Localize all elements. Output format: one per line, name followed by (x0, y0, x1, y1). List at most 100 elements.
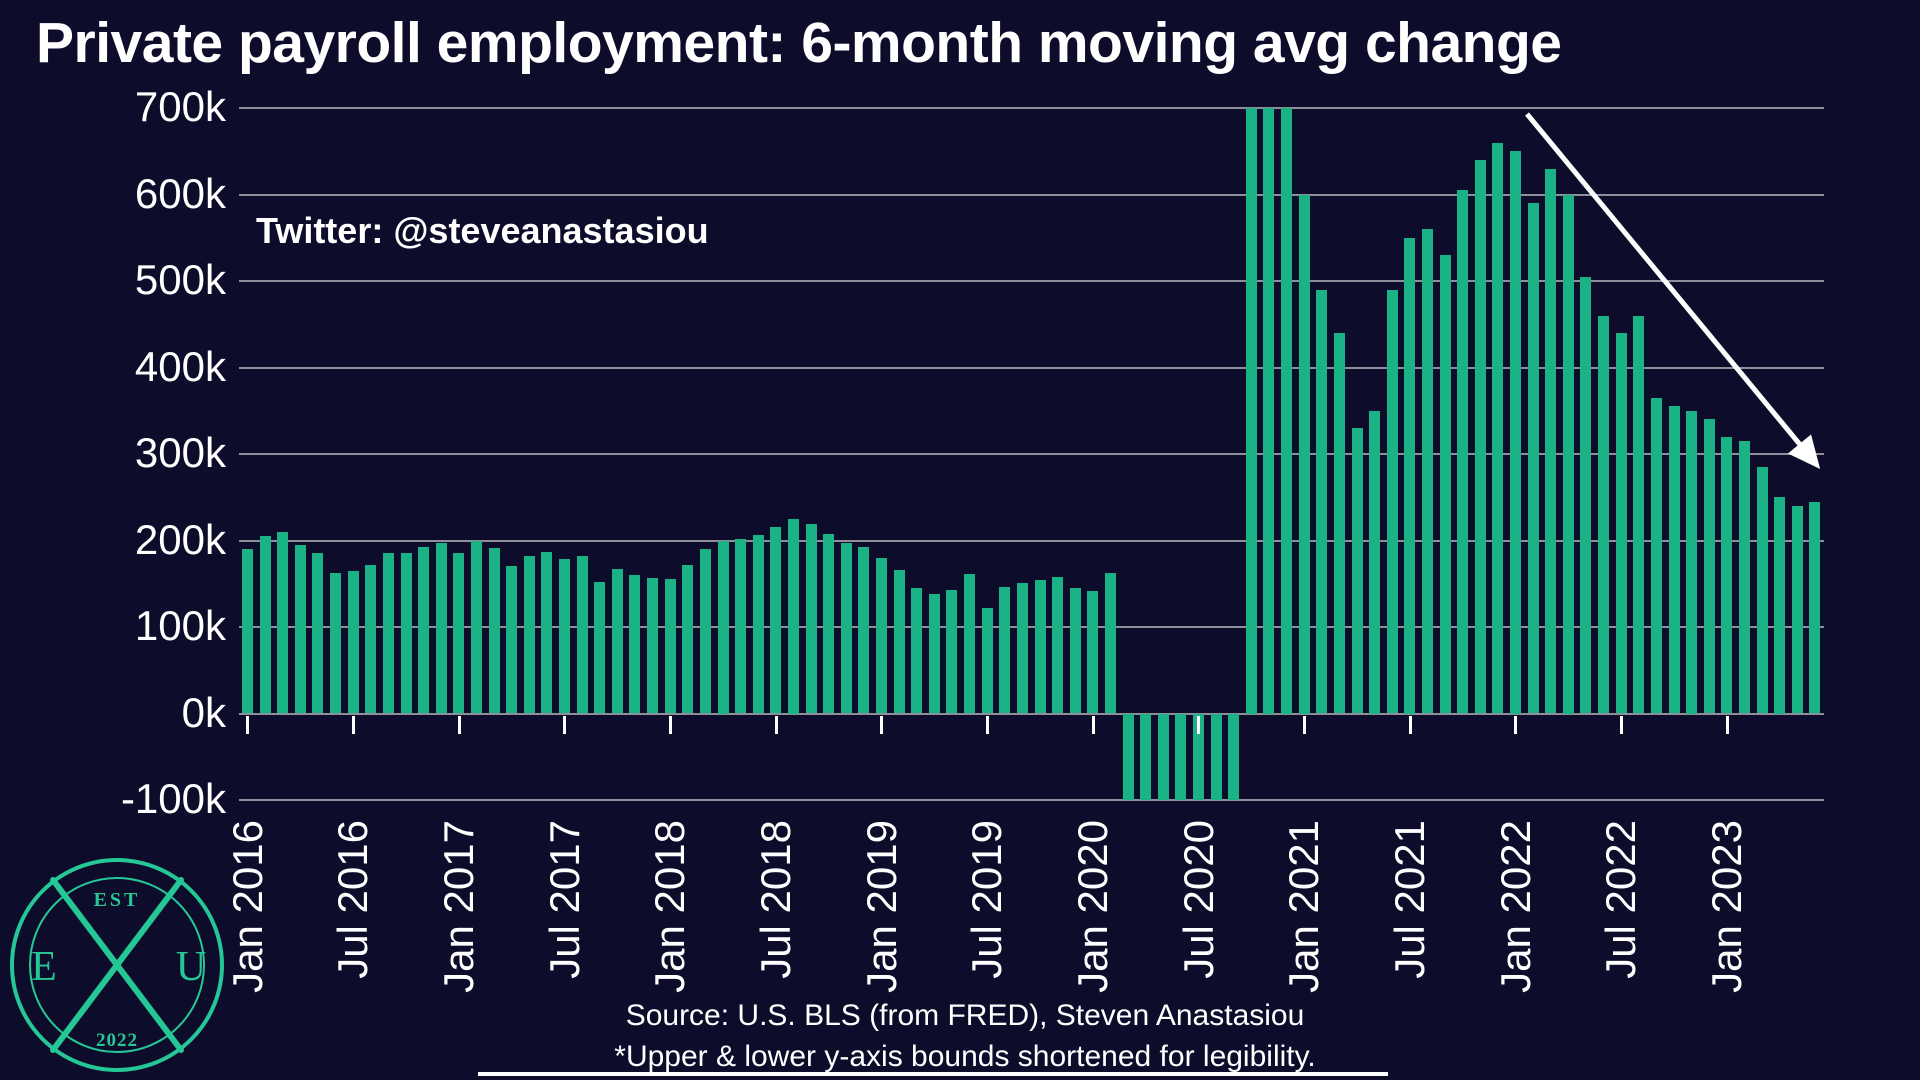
bar-apr-2019 (928, 594, 940, 714)
x-axis-label-text: Jan 2020 (1069, 820, 1117, 993)
bar-jul-2017 (559, 558, 570, 714)
bar-mar-2022 (1545, 168, 1557, 714)
bar-jul-2021 (1404, 237, 1416, 714)
x-axis-label-text: Jan 2018 (646, 820, 694, 993)
x-axis-tick-jan-2019 (880, 715, 884, 734)
bar-dec-2022 (1703, 419, 1715, 714)
bar-feb-2020 (1104, 572, 1116, 714)
x-axis-tick-jul-2018 (774, 715, 778, 734)
bar-apr-2022 (1562, 194, 1574, 714)
bar-jul-2018 (770, 526, 782, 714)
bar-feb-2023 (1738, 441, 1750, 714)
bar-mar-2020 (1122, 713, 1134, 800)
x-axis-label-text: Jan 2019 (857, 820, 905, 993)
bar-oct-2019 (1034, 580, 1046, 714)
bar-dec-2021 (1492, 142, 1504, 714)
bar-feb-2021 (1316, 289, 1328, 714)
bar-jun-2020 (1175, 713, 1187, 800)
x-axis-label-text: Jul 2020 (1174, 820, 1222, 979)
bar-jun-2022 (1598, 315, 1610, 714)
bar-sep-2020 (1228, 713, 1240, 800)
gridline--100k (239, 799, 1824, 801)
bar-aug-2020 (1210, 713, 1222, 800)
bar-apr-2020 (1140, 713, 1152, 800)
bar-jan-2020 (1087, 590, 1099, 714)
y-axis-label-400k: 400k (134, 342, 226, 390)
bar-dec-2016 (435, 543, 447, 714)
logo-letter-u: U (176, 944, 206, 990)
bar-feb-2019 (893, 569, 905, 714)
source-attribution: Source: U.S. BLS (from FRED), Steven Ana… (625, 999, 1305, 1032)
bar-oct-2017 (611, 569, 623, 714)
bar-apr-2016 (294, 544, 306, 714)
bar-nov-2017 (629, 575, 641, 714)
y-axis-label--100k: -100k (120, 775, 226, 823)
bar-nov-2019 (1052, 576, 1064, 714)
bar-may-2021 (1369, 410, 1381, 714)
x-axis-tick-jan-2023 (1725, 715, 1729, 734)
logo-outer-ring (10, 858, 224, 1072)
x-axis-label-jan-2023: Jan 2023 (1701, 820, 1753, 1035)
y-axis-label-500k: 500k (134, 256, 226, 304)
gridline-600k (239, 193, 1824, 196)
bar-aug-2021 (1421, 229, 1433, 714)
bar-may-2016 (312, 553, 324, 714)
bar-jan-2017 (453, 552, 465, 714)
bar-sep-2019 (1016, 582, 1028, 714)
bar-apr-2021 (1351, 428, 1363, 714)
x-axis-tick-jan-2016 (246, 715, 250, 734)
bar-nov-2020 (1263, 108, 1275, 714)
bar-jun-2018 (752, 535, 764, 714)
eu-est-2022-logo: EST E U 2022 (10, 858, 224, 1072)
bar-dec-2019 (1069, 588, 1081, 714)
bar-may-2023 (1791, 505, 1803, 714)
x-axis-tick-jul-2021 (1408, 715, 1412, 734)
bar-jan-2018 (664, 579, 676, 714)
bar-oct-2021 (1457, 190, 1469, 714)
bar-nov-2021 (1474, 159, 1486, 714)
bar-apr-2018 (717, 540, 729, 714)
gridline-100k (239, 626, 1824, 628)
y-axis-label-300k: 300k (134, 429, 226, 477)
bar-oct-2018 (823, 533, 835, 714)
x-axis-tick-jan-2018 (668, 715, 672, 734)
bar-jul-2020 (1193, 713, 1204, 800)
bar-sep-2022 (1650, 397, 1662, 714)
bar-nov-2018 (840, 543, 852, 714)
bar-may-2018 (735, 538, 747, 714)
bar-aug-2016 (365, 564, 377, 714)
x-axis-tick-jul-2017 (563, 715, 567, 734)
y-axis-label-700k: 700k (134, 83, 226, 131)
bar-jun-2016 (330, 572, 342, 714)
axis-bounds-note: *Upper & lower y-axis bounds shortened f… (614, 1040, 1316, 1073)
bar-oct-2016 (400, 552, 412, 714)
bar-jan-2021 (1298, 194, 1310, 714)
x-axis-label-jan-2022: Jan 2022 (1490, 820, 1542, 1035)
bar-mar-2021 (1333, 332, 1345, 714)
bar-dec-2020 (1281, 108, 1293, 714)
x-axis-label-jan-2016: Jan 2016 (222, 820, 274, 1035)
gridline-700k (239, 107, 1824, 109)
bar-jan-2019 (876, 557, 887, 714)
bar-jun-2019 (964, 574, 976, 714)
bar-jan-2022 (1510, 151, 1521, 714)
y-axis-label-100k: 100k (134, 602, 226, 650)
logo-est-text: EST (94, 889, 141, 911)
logo-x-stroke-2 (50, 877, 184, 1053)
bar-jun-2021 (1386, 289, 1398, 714)
bar-aug-2019 (999, 587, 1011, 714)
x-axis-label-text: Jan 2023 (1703, 820, 1751, 993)
gridline-200k (239, 539, 1824, 542)
x-axis-tick-jul-2022 (1619, 715, 1623, 734)
x-axis-tick-jul-2016 (351, 715, 355, 734)
bar-apr-2023 (1774, 497, 1786, 714)
bar-dec-2018 (858, 547, 870, 714)
bar-oct-2022 (1668, 406, 1680, 714)
bar-oct-2020 (1245, 108, 1257, 714)
y-axis-label-0k: 0k (181, 688, 226, 736)
gridline-300k (239, 453, 1824, 455)
bar-sep-2016 (382, 553, 394, 714)
x-axis-label-text: Jul 2019 (963, 820, 1011, 979)
bar-jan-2016 (242, 549, 253, 714)
bar-dec-2017 (647, 577, 659, 714)
